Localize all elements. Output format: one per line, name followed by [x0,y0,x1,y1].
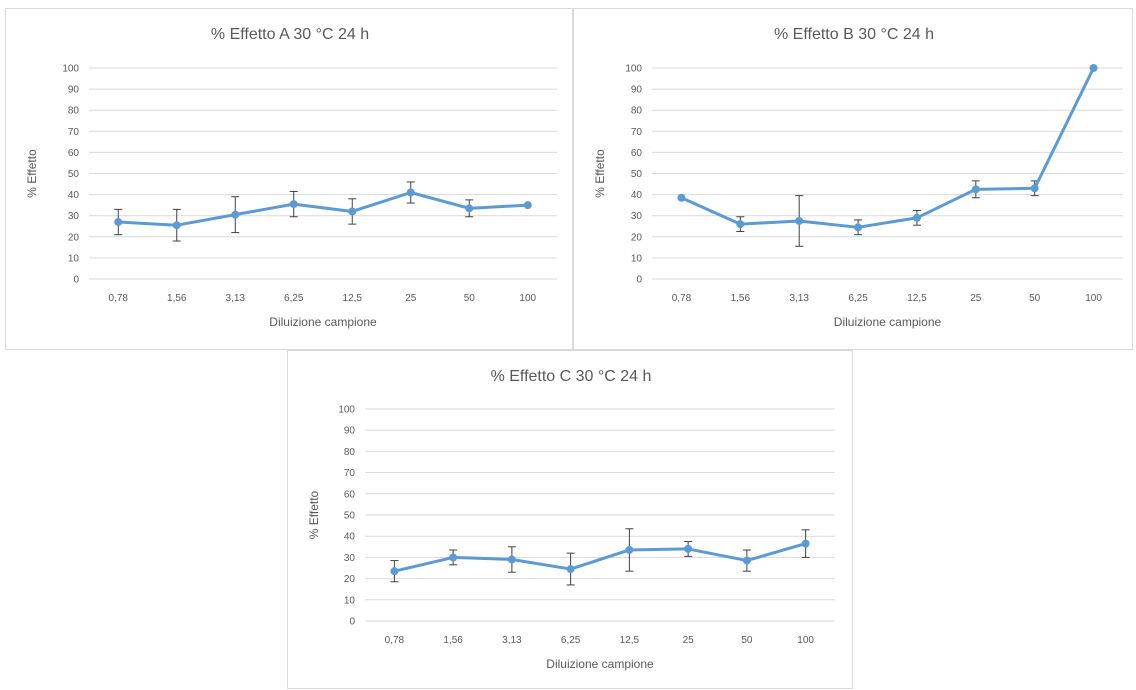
y-tick-label: 80 [68,106,80,117]
x-tick-label: 50 [741,635,753,646]
y-tick-label: 30 [631,211,643,222]
series-line [116,190,530,227]
y-tick-label: 70 [631,127,643,138]
y-axis-label: % Effetto [593,149,607,198]
data-point [566,565,575,574]
chart-c: % Effetto C 30 °C 24 h 0 10 20 30 40 50 60 70 80 9… [307,368,835,671]
y-tick-label: 10 [631,253,643,264]
x-tick-label: 50 [464,293,476,304]
y-tick-label: 20 [344,574,356,585]
x-axis-label: Diluizione campione [269,315,377,329]
chart-a: % Effetto A 30 °C 24 h 0 10 20 30 40 50 60 70 80 9… [25,26,557,329]
y-axis-label: % Effetto [25,149,39,198]
x-tick-label: 1,56 [731,293,751,304]
data-point [465,204,474,213]
x-axis-label: Diluizione campione [546,657,654,671]
y-tick-label: 20 [68,232,80,243]
x-tick-label: 3,13 [502,635,522,646]
series-line [679,66,1096,229]
data-point [684,544,693,553]
x-tick-label: 12,5 [343,293,363,304]
y-tick-label: 50 [68,169,80,180]
x-tick-label: 0,78 [109,293,129,304]
data-point [390,567,399,576]
data-point [625,545,634,554]
data-point [523,201,532,210]
x-tick-label: 100 [797,635,814,646]
x-tick-label: 1,56 [167,293,187,304]
y-tick-label: 90 [68,85,80,96]
x-tick-label: 25 [683,635,695,646]
y-tick-label: 0 [636,275,642,286]
chart-b: % Effetto B 30 °C 24 h 0 10 20 30 40 50 60 70 80 9… [593,26,1123,329]
data-point [854,223,863,232]
y-tick-label: 40 [344,532,356,543]
chart-title: % Effetto C 30 °C 24 h [491,368,652,385]
data-point [736,220,745,229]
x-tick-label: 25 [970,293,982,304]
y-tick-label: 60 [344,489,356,500]
y-tick-label: 10 [68,253,80,264]
x-tick-label: 6,25 [284,293,304,304]
data-point [971,185,980,194]
y-tick-label: 60 [68,148,80,159]
x-tick-label: 1,56 [443,635,463,646]
data-point [507,555,516,564]
y-axis-label: % Effetto [307,490,321,539]
chart-title: % Effetto A 30 °C 24 h [211,26,369,43]
data-point [348,207,357,216]
y-tick-label: 50 [631,169,643,180]
y-tick-label: 0 [73,275,79,286]
data-point [289,200,298,209]
y-tick-label: 10 [344,595,356,606]
y-tick-label: 100 [338,405,355,416]
y-tick-label: 40 [68,190,80,201]
y-tick-label: 30 [344,553,356,564]
data-point [1089,64,1098,72]
y-tick-label: 40 [631,190,643,201]
y-tick-label: 50 [344,511,356,522]
y-tick-label: 60 [631,148,643,159]
data-point [406,188,415,197]
data-point [801,539,810,548]
x-tick-label: 100 [519,293,536,304]
data-point [172,221,181,230]
data-point [1030,184,1039,193]
data-point [742,556,751,565]
data-point [677,193,686,202]
x-tick-label: 6,25 [561,635,581,646]
x-tick-label: 100 [1085,293,1102,304]
data-point [449,553,458,562]
x-tick-label: 3,13 [226,293,246,304]
series-line [392,542,808,573]
y-tick-label: 70 [344,468,356,479]
y-tick-label: 0 [349,617,355,628]
chart-b-panel: % Effetto B 30 °C 24 h 0 10 20 30 40 50 60 70 80 9… [573,8,1133,350]
y-tick-label: 90 [631,85,643,96]
x-tick-label: 12,5 [907,293,927,304]
x-tick-label: 0,78 [385,635,405,646]
y-tick-label: 80 [344,447,356,458]
y-tick-label: 80 [631,106,643,117]
x-tick-label: 25 [405,293,417,304]
x-tick-label: 50 [1029,293,1041,304]
data-point [912,213,921,222]
y-tick-label: 100 [62,64,79,75]
x-tick-label: 3,13 [789,293,809,304]
data-point [795,216,804,225]
x-tick-label: 12,5 [620,635,640,646]
x-tick-label: 6,25 [848,293,868,304]
y-tick-label: 70 [68,127,80,138]
y-tick-label: 100 [625,64,642,75]
x-axis-label: Diluizione campione [834,315,942,329]
data-point [231,210,240,219]
data-point [114,218,123,227]
y-tick-label: 30 [68,211,80,222]
y-tick-label: 20 [631,232,643,243]
chart-c-panel: % Effetto C 30 °C 24 h 0 10 20 30 40 50 60 70 80 9… [287,350,853,689]
x-tick-label: 0,78 [672,293,692,304]
y-tick-label: 90 [344,426,356,437]
chart-title: % Effetto B 30 °C 24 h [774,26,934,43]
chart-a-panel: % Effetto A 30 °C 24 h 0 10 20 30 40 50 60 70 80 9… [5,8,573,350]
